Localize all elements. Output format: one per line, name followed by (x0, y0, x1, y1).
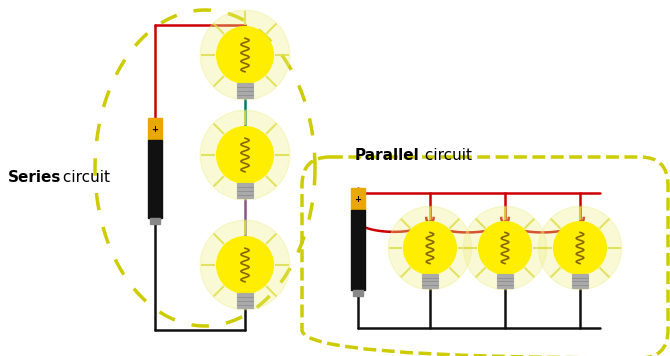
Bar (237, 183, 253, 198)
Bar (497, 274, 513, 288)
Bar (351, 210, 365, 290)
Circle shape (404, 222, 456, 274)
Bar (150, 218, 160, 224)
Circle shape (200, 10, 290, 100)
Circle shape (217, 27, 273, 83)
Circle shape (389, 206, 472, 289)
Circle shape (554, 222, 606, 274)
Text: circuit: circuit (58, 171, 110, 185)
Circle shape (539, 206, 622, 289)
Bar (148, 140, 162, 218)
Bar (351, 188, 365, 210)
Text: Parallel: Parallel (355, 147, 419, 162)
Bar (572, 274, 588, 288)
Circle shape (200, 220, 290, 310)
Circle shape (464, 206, 547, 289)
Circle shape (479, 222, 531, 274)
Bar (237, 83, 253, 98)
Text: circuit: circuit (420, 147, 472, 162)
Bar (148, 118, 162, 140)
Bar (237, 293, 253, 308)
Bar (353, 290, 363, 296)
Text: +: + (354, 195, 362, 204)
Text: Series: Series (8, 171, 62, 185)
Circle shape (200, 110, 290, 200)
Circle shape (217, 127, 273, 183)
Circle shape (217, 237, 273, 293)
Bar (422, 274, 438, 288)
Text: +: + (151, 125, 159, 134)
